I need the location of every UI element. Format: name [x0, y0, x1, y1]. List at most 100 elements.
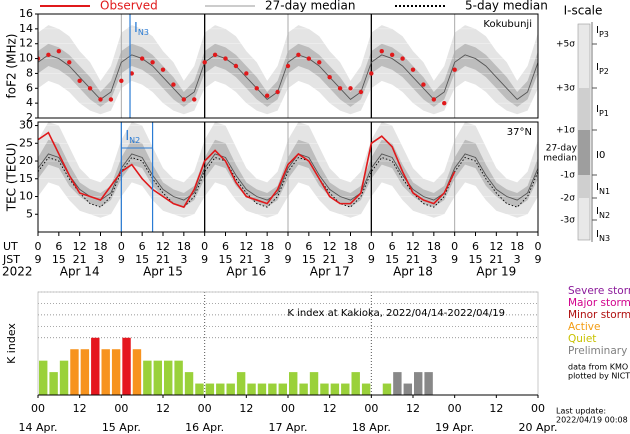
- x-tick-label: 18: [260, 240, 274, 253]
- observed-dot: [264, 93, 270, 98]
- iscale-class-sub: N1: [599, 187, 610, 196]
- note: data from KMO: [568, 363, 628, 372]
- x-tick-label: 0: [35, 240, 42, 253]
- k-bar: [205, 383, 215, 395]
- observed-dot: [442, 100, 447, 106]
- k-legend: Quiet: [568, 333, 596, 345]
- iscale-class-base: I: [596, 25, 599, 36]
- iscale-class-base: I: [596, 104, 599, 115]
- series-line: [38, 156, 538, 208]
- x-tick-label: 18: [427, 240, 441, 253]
- date-label: Apr 14: [60, 265, 100, 279]
- observed-dot: [150, 60, 155, 65]
- iscale-level: -3σ: [560, 216, 575, 226]
- observed-dot: [202, 60, 207, 65]
- k-bar: [111, 349, 121, 395]
- iscale-class-sub: P1: [599, 109, 609, 118]
- x-tick-label: 6: [55, 240, 62, 253]
- iscale-class: IP2: [596, 62, 609, 76]
- x-tick-label: 12: [73, 402, 87, 415]
- date-label: 17 Apr.: [268, 421, 307, 434]
- jst-tick-label: 21: [156, 253, 170, 266]
- observed-dot: [317, 60, 322, 65]
- iscale-class: IN2: [596, 206, 610, 220]
- row-label: UT: [3, 240, 18, 253]
- x-tick-label: 12: [323, 240, 337, 253]
- observed-dot: [87, 86, 93, 91]
- observed-dot: [139, 56, 145, 61]
- x-tick-label: 6: [472, 240, 479, 253]
- y-tick-label: 20: [19, 154, 33, 167]
- k-bar: [70, 349, 79, 395]
- observed-dot: [400, 56, 405, 61]
- k-bar: [289, 372, 298, 395]
- y-axis-title: TEC (TECU): [5, 143, 19, 213]
- x-tick-label: 0: [535, 240, 542, 253]
- x-tick-label: 12: [406, 240, 420, 253]
- k-bar: [39, 360, 48, 395]
- iscale-class-sub: N3: [599, 234, 610, 243]
- y-tick-label: 10: [19, 190, 33, 203]
- observed-dot: [410, 67, 416, 72]
- jst-tick-label: 21: [323, 253, 337, 266]
- iscale-annotation-base: I: [134, 21, 138, 36]
- x-tick-label: 18: [344, 240, 358, 253]
- observed-dot: [119, 78, 124, 84]
- legend-label: 27-day median: [265, 0, 355, 13]
- observed-dot: [77, 78, 82, 84]
- observed-dot: [306, 56, 312, 61]
- date-label: Apr 18: [393, 265, 433, 279]
- k-bar: [49, 372, 58, 395]
- k-bar: [184, 372, 194, 395]
- x-tick-label: 0: [368, 240, 375, 253]
- plot-frame: [37, 13, 539, 119]
- y-tick-label: 15: [19, 172, 33, 185]
- x-tick-label: 0: [451, 240, 458, 253]
- date-label: 15 Apr.: [102, 421, 141, 434]
- observed-dot: [56, 48, 62, 54]
- x-tick-label: 00: [531, 402, 545, 415]
- jst-tick-label: 15: [219, 253, 233, 266]
- iscale-class: IN3: [596, 229, 610, 243]
- k-bar: [424, 372, 433, 395]
- observed-dot: [98, 97, 103, 102]
- date-label: 14 Apr.: [18, 421, 57, 434]
- y-tick-label: 4: [26, 96, 33, 109]
- observed-dot: [431, 97, 437, 102]
- iscale-level: +3σ: [556, 84, 575, 94]
- jst-tick-label: 9: [368, 253, 375, 266]
- jst-tick-label: 3: [514, 253, 521, 266]
- jst-tick-label: 3: [430, 253, 437, 266]
- x-tick-label: 00: [31, 402, 45, 415]
- observed-dot: [181, 97, 187, 102]
- iscale-class-base: I: [596, 229, 599, 240]
- k-legend: Severe storm: [568, 285, 630, 297]
- x-tick-label: 00: [114, 402, 128, 415]
- observed-dot: [389, 52, 395, 58]
- y-tick-label: 2: [26, 111, 33, 124]
- iscale-class: IN1: [596, 182, 610, 196]
- observed-dot: [254, 86, 259, 91]
- annotation: Kokubunji: [483, 19, 532, 30]
- iscale-annotation-sub: N2: [129, 136, 140, 145]
- x-tick-label: 12: [239, 402, 253, 415]
- iscale-median: 27-day: [546, 144, 578, 154]
- k-bar: [351, 372, 360, 395]
- y-tick-label: 12: [19, 37, 33, 50]
- observed-dot: [327, 74, 332, 80]
- iscale-annotation: IN3: [134, 21, 149, 38]
- y-tick-label: 14: [19, 22, 33, 35]
- observed-dot: [275, 89, 280, 95]
- observed-dot: [108, 97, 114, 102]
- x-tick-label: 12: [156, 402, 170, 415]
- observed-dot: [171, 82, 176, 87]
- x-tick-label: 12: [323, 402, 337, 415]
- observed-dot: [67, 60, 72, 65]
- iscale-class-sub: N2: [599, 211, 610, 220]
- jst-tick-label: 15: [469, 253, 483, 266]
- observed-dot: [129, 71, 134, 76]
- x-tick-label: 6: [222, 240, 229, 253]
- iscale-median: median: [543, 154, 577, 164]
- date-label: 16 Apr.: [185, 421, 224, 434]
